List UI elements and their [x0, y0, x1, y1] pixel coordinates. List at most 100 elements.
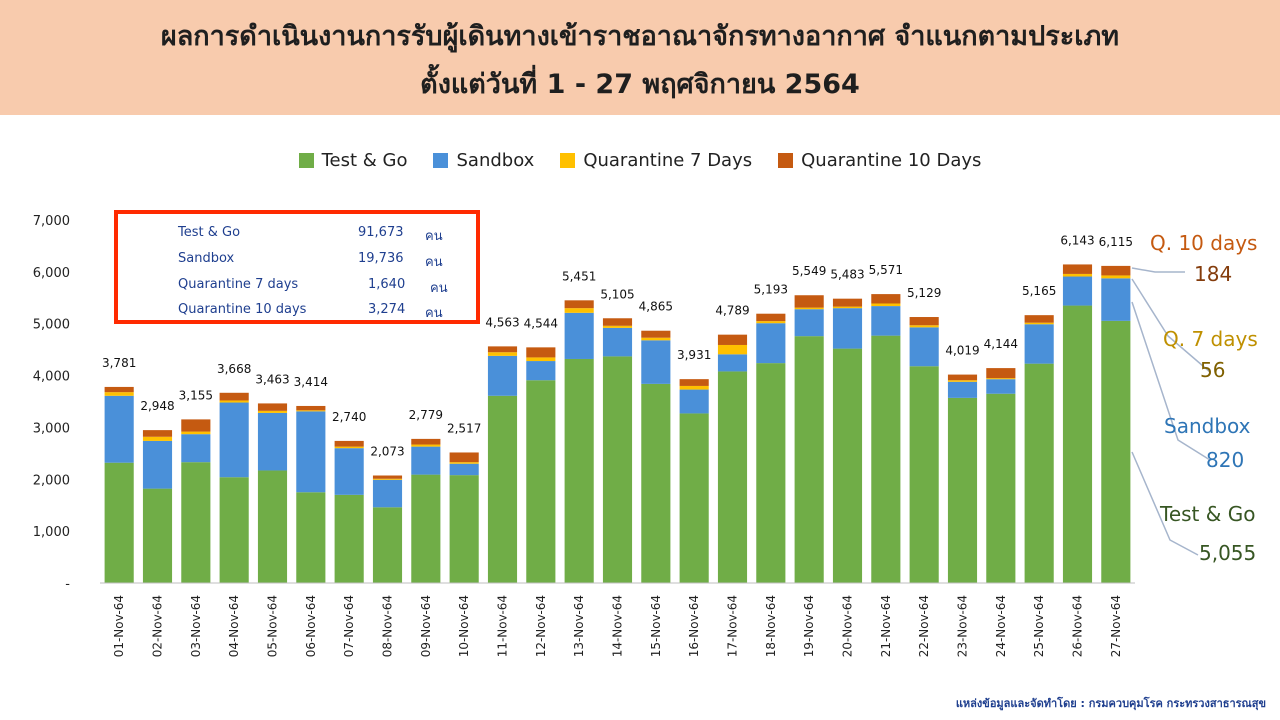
bar-quarantine-10-days — [334, 440, 364, 447]
summary-box: Test & Go 91,673 คน Sandbox 19,736 คน Qu… — [114, 210, 480, 324]
callout-value-sandbox: 820 — [1206, 448, 1245, 472]
x-tick-label: 12-Nov-64 — [534, 595, 548, 657]
bar-quarantine-10-days — [219, 392, 249, 401]
x-tick-label: 08-Nov-64 — [381, 595, 395, 657]
page-subtitle: ตั้งแต่วันที่ 1 - 27 พฤศจิกายน 2564 — [420, 69, 860, 100]
bar-quarantine-7-days — [1101, 275, 1131, 279]
legend-swatch — [433, 153, 449, 168]
x-tick-label: 25-Nov-64 — [1032, 595, 1046, 657]
bar-quarantine-10-days — [449, 452, 479, 463]
bar-quarantine-10-days — [602, 318, 633, 326]
y-tick-label: 7,000 — [33, 214, 70, 229]
bar-test-go — [871, 335, 901, 583]
legend-item-sandbox: Sandbox — [433, 150, 534, 171]
bar-sandbox — [411, 446, 441, 475]
bar-sandbox — [1024, 324, 1054, 364]
total-label: 4,019 — [945, 344, 979, 358]
bar-quarantine-7-days — [219, 400, 249, 403]
bar-test-go — [1024, 363, 1054, 583]
summary-label: Test & Go — [178, 225, 241, 240]
bar-test-go — [947, 397, 978, 583]
bar-quarantine-10-days — [487, 346, 518, 353]
bar-test-go — [411, 474, 441, 583]
summary-unit: คน — [425, 229, 443, 244]
bar-quarantine-7-days — [181, 431, 211, 435]
bar-quarantine-7-days — [334, 446, 364, 449]
bar-quarantine-7-days — [947, 380, 978, 382]
callout-line-testgo — [1131, 451, 1199, 556]
total-label: 2,948 — [140, 399, 174, 413]
total-label: 5,571 — [869, 263, 903, 277]
bar-sandbox — [257, 412, 288, 471]
bar-quarantine-10-days — [947, 374, 978, 381]
bar-test-go — [142, 488, 173, 583]
summary-label: Quarantine 7 days — [178, 277, 299, 292]
bar-quarantine-10-days — [104, 386, 134, 393]
x-tick-label: 13-Nov-64 — [572, 595, 586, 657]
bar-quarantine-7-days — [717, 344, 748, 355]
bar-quarantine-7-days — [257, 410, 288, 413]
total-label: 3,931 — [677, 348, 711, 362]
total-label: 2,517 — [447, 421, 481, 435]
bar-quarantine-7-days — [909, 325, 939, 328]
x-tick-label: 14-Nov-64 — [611, 595, 625, 657]
bar-test-go — [1062, 305, 1093, 583]
x-tick-label: 02-Nov-64 — [151, 595, 165, 657]
callout-line-sandbox — [1131, 301, 1211, 461]
total-label: 6,115 — [1099, 235, 1133, 249]
bar-sandbox — [1062, 276, 1093, 306]
total-labels: 3,781 2,948 3,155 3,668 3,463 3,414 2,740 2,073… — [102, 233, 1133, 458]
legend-item-q7: Quarantine 7 Days — [560, 150, 752, 171]
callout-value-q7: 56 — [1200, 358, 1226, 382]
bar-sandbox — [641, 340, 671, 384]
total-label: 3,463 — [255, 372, 289, 386]
legend-label: Quarantine 7 Days — [583, 150, 753, 171]
bar-quarantine-10-days — [1101, 265, 1131, 276]
bar-sandbox — [296, 411, 326, 493]
bar-quarantine-7-days — [756, 321, 786, 324]
y-tick-label: 5,000 — [33, 318, 70, 333]
bar-quarantine-7-days — [411, 444, 441, 447]
bar-test-go — [219, 477, 249, 583]
x-tick-label: 10-Nov-64 — [457, 595, 471, 657]
bar-sandbox — [756, 323, 786, 364]
bar-sandbox — [372, 479, 403, 508]
summary-unit: คน — [425, 255, 443, 270]
bar-quarantine-7-days — [142, 436, 173, 441]
total-label: 5,483 — [830, 268, 864, 282]
bar-sandbox — [909, 327, 939, 367]
total-label: 2,740 — [332, 410, 366, 424]
bar-sandbox — [602, 327, 633, 357]
bar-test-go — [641, 383, 671, 583]
bar-sandbox — [947, 381, 978, 398]
page-title: ผลการดำเนินงานการรับผู้เดินทางเข้าราชอาณ… — [160, 21, 1120, 52]
callout-line-q7 — [1131, 278, 1211, 373]
x-tick-label: 24-Nov-64 — [994, 595, 1008, 657]
bar-test-go — [449, 475, 479, 583]
total-label: 3,414 — [294, 375, 328, 389]
callout-label-q10: Q. 10 days — [1150, 231, 1258, 255]
total-label: 2,073 — [370, 445, 404, 459]
bar-quarantine-10-days — [1062, 264, 1093, 274]
callout-lines — [1131, 267, 1211, 556]
bar-sandbox — [219, 402, 249, 478]
bar-quarantine-7-days — [104, 392, 134, 396]
bar-quarantine-10-days — [794, 295, 824, 308]
x-tick-label: 01-Nov-64 — [112, 595, 126, 657]
x-tick-label: 16-Nov-64 — [687, 595, 701, 657]
bar-test-go — [756, 363, 786, 583]
bar-quarantine-7-days — [564, 308, 594, 313]
summary-value: 3,274 — [368, 302, 406, 317]
summary-label: Sandbox — [178, 251, 235, 266]
legend-item-q10: Quarantine 10 Days — [778, 150, 981, 171]
legend-swatch — [298, 153, 314, 168]
total-label: 3,155 — [179, 388, 213, 402]
total-label: 5,129 — [907, 286, 941, 300]
bar-quarantine-10-days — [181, 419, 211, 432]
bar-sandbox — [871, 306, 901, 336]
callout-label-q7: Q. 7 days — [1163, 327, 1258, 351]
callout-label-testgo: Test & Go — [1160, 502, 1256, 526]
bar-sandbox — [1101, 278, 1131, 321]
legend-label: Test & Go — [321, 150, 408, 171]
bar-sandbox — [142, 440, 173, 489]
